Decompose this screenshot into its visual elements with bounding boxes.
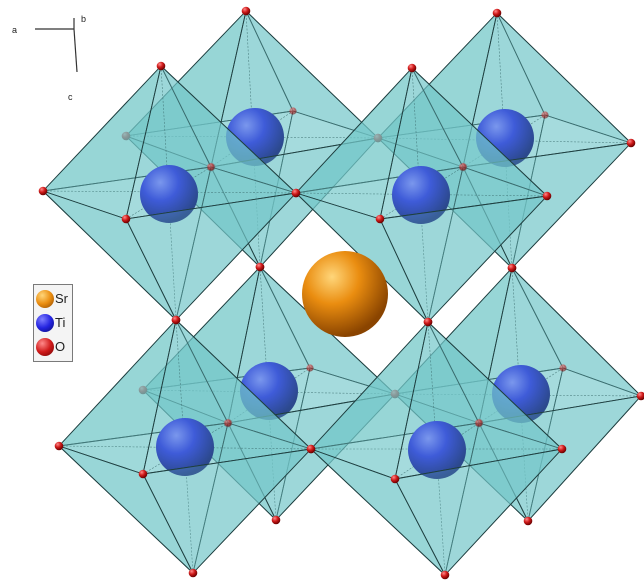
octahedron-front-bottom-right — [306, 317, 567, 580]
o-atom — [121, 214, 131, 224]
o-atom — [207, 163, 215, 171]
o-atom — [407, 63, 417, 73]
o-atom — [306, 444, 316, 454]
ti-atom — [156, 418, 214, 476]
o-atom — [291, 188, 301, 198]
ti-atom — [408, 421, 466, 479]
o-atom — [390, 474, 400, 484]
c-axis-line — [73, 28, 78, 73]
o-atom — [138, 469, 148, 479]
octahedron-face — [394, 448, 563, 576]
axis-indicator: a b c — [12, 14, 86, 102]
o-atom — [523, 516, 533, 526]
o-atom — [507, 263, 517, 273]
o-atom — [557, 444, 567, 454]
o-atom — [423, 317, 433, 327]
ti-o-bond — [245, 10, 261, 268]
o-atom — [38, 186, 48, 196]
o-atom — [241, 6, 251, 16]
o-atom — [289, 107, 297, 115]
ti-o-bond — [379, 166, 464, 220]
o-atom — [156, 61, 166, 71]
octahedron-face — [142, 448, 312, 574]
o-atom — [306, 364, 314, 372]
legend-label-o: O — [55, 339, 66, 354]
o-atom — [475, 419, 483, 427]
legend-item-sr: Sr — [36, 288, 68, 310]
ti-atom — [392, 166, 450, 224]
sr-atom — [302, 251, 388, 337]
o-atom — [171, 315, 181, 325]
o-atom — [224, 419, 232, 427]
sr-atom-layer — [302, 251, 388, 337]
octahedron-front-top-left — [38, 61, 301, 325]
o-atom — [459, 163, 467, 171]
o-atom — [188, 568, 198, 578]
legend-label-ti: Ti — [55, 315, 66, 330]
legend-item-ti: Ti — [36, 312, 65, 334]
o-atom — [542, 191, 552, 201]
ti-atom-swatch-icon — [36, 314, 54, 332]
legend-label-sr: Sr — [55, 291, 68, 306]
o-atom — [559, 364, 567, 372]
octahedra-layer — [38, 6, 644, 580]
o-atom — [440, 570, 450, 580]
o-atom — [255, 262, 265, 272]
ti-o-bond — [462, 114, 546, 168]
octahedron-face — [125, 192, 297, 321]
ti-atom — [140, 165, 198, 223]
axis-label-a: a — [12, 25, 17, 35]
o-atom — [54, 441, 64, 451]
o-atom-swatch-icon — [36, 338, 54, 356]
sr-atom-swatch-icon — [36, 290, 54, 308]
octahedron-front-top-right — [291, 63, 552, 327]
axis-label-c: c — [68, 92, 73, 102]
o-atom — [492, 8, 502, 18]
o-atom — [541, 111, 549, 119]
octahedron-front-bottom-left — [54, 315, 316, 578]
legend-item-o: O — [36, 336, 65, 358]
o-atom — [626, 138, 636, 148]
o-atom — [271, 515, 281, 525]
atom-legend: Sr Ti O — [33, 284, 73, 362]
axis-label-b: b — [81, 14, 86, 24]
octahedron-face — [379, 195, 548, 323]
o-atom — [636, 391, 644, 401]
o-atom — [375, 214, 385, 224]
